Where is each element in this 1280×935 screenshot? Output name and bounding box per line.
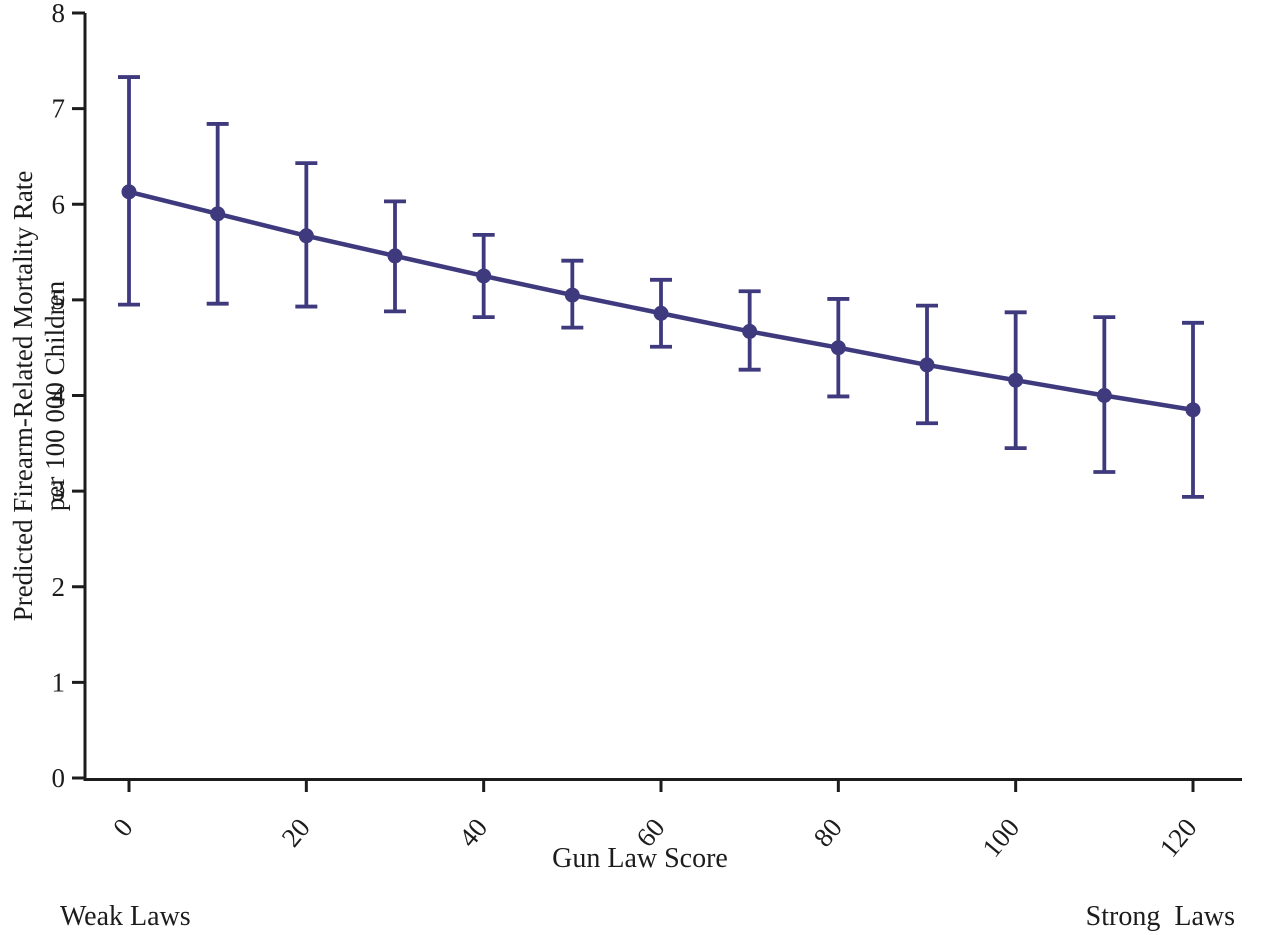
y-tick-label: 2	[52, 572, 66, 602]
y-tick-label: 3	[52, 476, 66, 506]
y-tick-label: 1	[52, 667, 66, 697]
y-tick-label: 6	[52, 189, 66, 219]
data-point	[298, 228, 314, 244]
y-tick-label: 0	[52, 763, 66, 793]
data-point	[476, 268, 492, 284]
y-tick-label: 7	[52, 94, 66, 124]
y-tick-label: 8	[52, 0, 66, 28]
y-axis-label-line2: per 100 000 Children	[40, 280, 70, 512]
y-axis-label: Predicted Firearm-Related Mortality Rate…	[8, 171, 72, 622]
strong-laws-annotation: Strong Laws	[1085, 901, 1235, 932]
axes-lines	[83, 13, 1242, 781]
data-point	[830, 340, 846, 356]
data-point	[121, 184, 137, 200]
y-axis-label-line1: Predicted Firearm-Related Mortality Rate	[8, 170, 39, 622]
y-tick-label: 5	[52, 285, 66, 315]
y-tick-label: 4	[52, 381, 66, 411]
data-point	[1096, 388, 1112, 403]
weak-laws-annotation: Weak Laws	[60, 901, 191, 932]
data-point	[1185, 402, 1201, 418]
data-point	[387, 248, 403, 264]
data-point	[742, 323, 758, 339]
data-point	[210, 206, 226, 222]
data-point	[1008, 372, 1024, 388]
x-tick-label: 0	[107, 813, 139, 843]
x-axis-label: Gun Law Score	[552, 843, 728, 874]
data-point	[564, 287, 580, 303]
data-point	[653, 305, 669, 321]
data-point	[919, 357, 935, 373]
